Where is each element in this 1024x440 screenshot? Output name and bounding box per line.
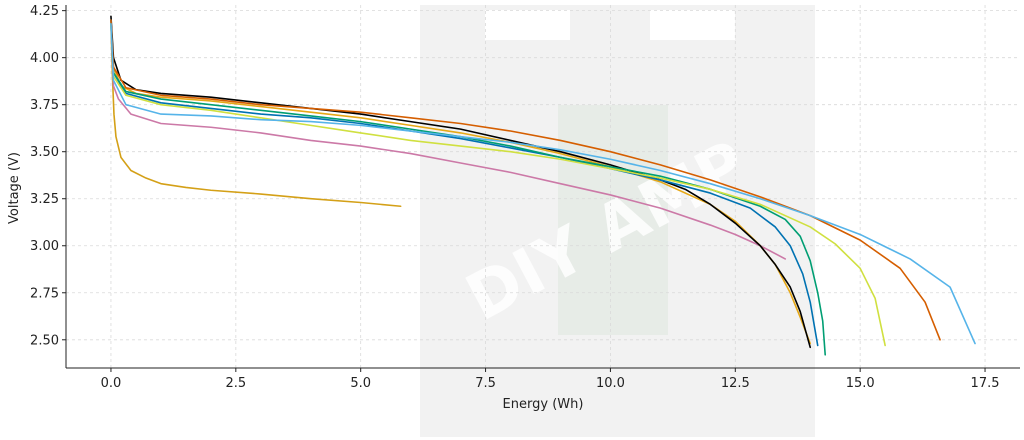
x-tick-label: 7.5 <box>475 376 496 391</box>
series-line-7 <box>110 23 886 347</box>
series-line-9 <box>110 23 976 345</box>
y-tick-label: 2.75 <box>30 286 59 301</box>
series-layer <box>110 15 976 356</box>
grid-lines <box>66 5 1020 368</box>
series-line-6 <box>110 23 826 356</box>
y-tick-label: 3.00 <box>30 239 59 254</box>
x-tick-label: 12.5 <box>721 376 750 391</box>
y-tick-label: 2.50 <box>30 333 59 348</box>
x-tick-label: 2.5 <box>225 376 246 391</box>
watermark-notch-right <box>650 10 735 40</box>
x-axis-label: Energy (Wh) <box>503 397 584 412</box>
y-tick-label: 3.25 <box>30 192 59 207</box>
watermark-notch-left <box>485 10 570 40</box>
x-ticks: 0.0 2.5 5.0 7.5 10.0 12.5 15.0 17.5 <box>101 368 1000 391</box>
x-tick-label: 17.5 <box>971 376 1000 391</box>
y-ticks: 2.50 2.75 3.00 3.25 3.50 3.75 4.00 4.25 <box>30 4 66 348</box>
y-axis-label: Voltage (V) <box>7 152 22 224</box>
series-line-2 <box>110 23 787 260</box>
series-line-8 <box>110 19 941 341</box>
series-line-1 <box>110 23 402 208</box>
x-tick-label: 10.0 <box>596 376 625 391</box>
x-tick-label: 5.0 <box>350 376 371 391</box>
y-tick-label: 3.75 <box>30 98 59 113</box>
series-line-4 <box>110 15 812 349</box>
x-tick-label: 15.0 <box>846 376 875 391</box>
series-line-5 <box>110 19 819 347</box>
x-tick-label: 0.0 <box>101 376 122 391</box>
y-tick-label: 4.00 <box>30 51 59 66</box>
y-tick-label: 4.25 <box>30 4 59 19</box>
diy-amp-watermark: DIY AMP <box>420 5 815 437</box>
y-tick-label: 3.50 <box>30 145 59 160</box>
axes <box>65 5 1020 369</box>
